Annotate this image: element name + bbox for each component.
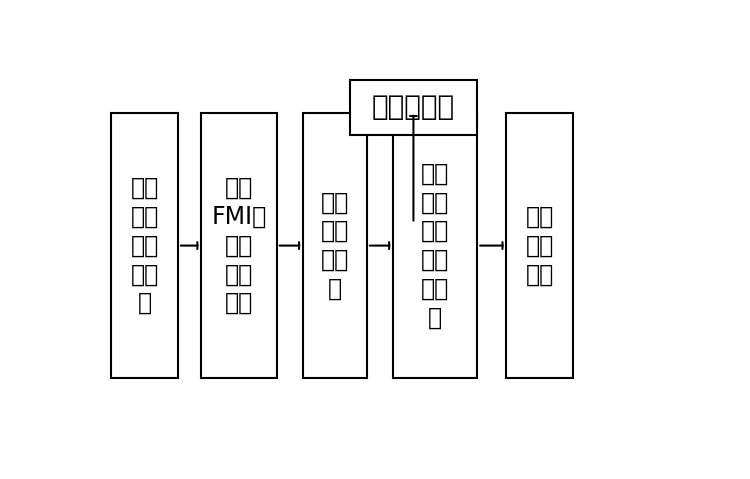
Text: 基于
FMI方
法提
取日
变量: 基于 FMI方 法提 取日 变量 [211,176,267,315]
Text: 输出
匹配
结果: 输出 匹配 结果 [526,205,554,286]
Text: 地磁基准图: 地磁基准图 [372,93,455,121]
Bar [201,113,277,378]
Bar [111,113,178,378]
Bar [303,113,367,378]
Text: 基于
多维
特征
量进
行匹
配: 基于 多维 特征 量进 行匹 配 [421,162,449,330]
Bar [506,113,573,378]
Bar [393,113,477,378]
Bar [350,80,477,135]
Text: 选取
地磁
匹配
特征
量: 选取 地磁 匹配 特征 量 [130,176,159,315]
Text: 建立
地磁
实时
图: 建立 地磁 实时 图 [321,191,349,301]
